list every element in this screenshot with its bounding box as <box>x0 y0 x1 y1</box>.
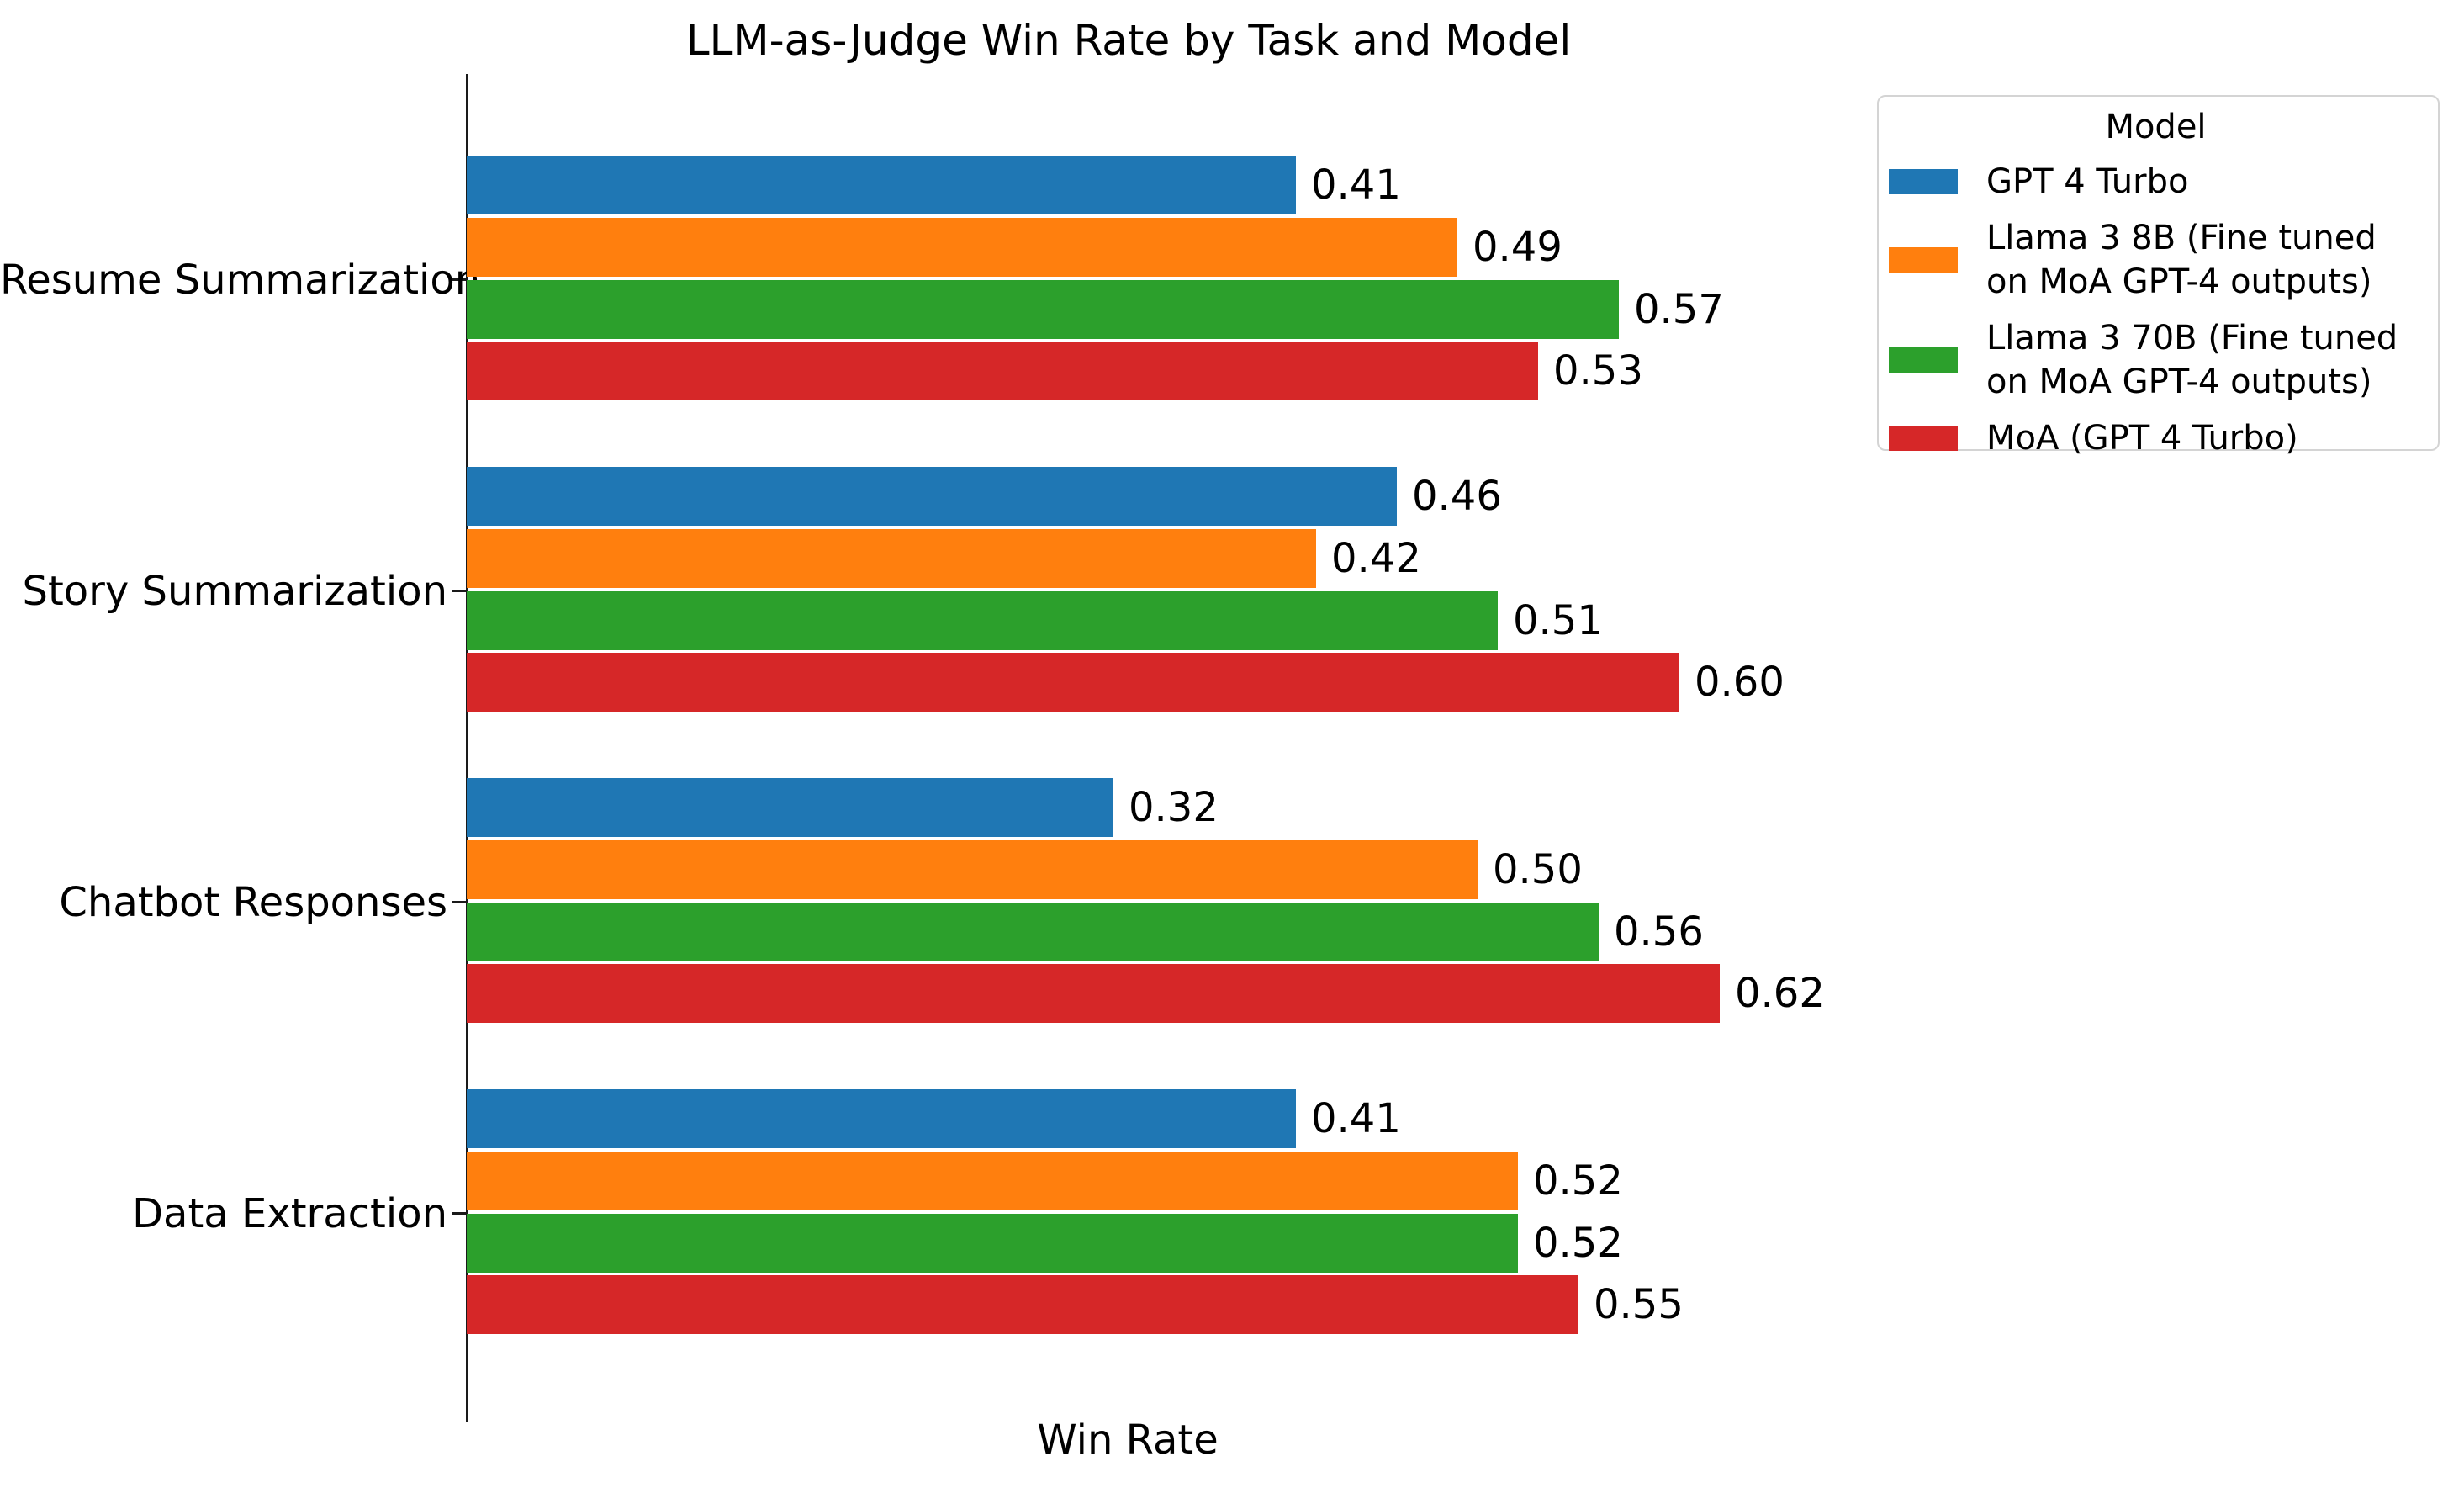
bar <box>467 467 1397 526</box>
legend-item-label: Llama 3 70B (Fine tuned on MoA GPT-4 out… <box>1986 319 2398 401</box>
chart-title: LLM-as-Judge Win Rate by Task and Model <box>685 16 1572 65</box>
bar-value-label: 0.62 <box>1735 970 1825 1017</box>
bar <box>467 903 1599 961</box>
legend-item: Llama 3 70B (Fine tuned on MoA GPT-4 out… <box>1889 316 2423 404</box>
y-tick <box>452 1212 466 1215</box>
bar <box>467 840 1478 899</box>
bar <box>467 964 1720 1023</box>
bar <box>467 280 1619 339</box>
y-tick-label: Chatbot Responses <box>59 879 447 926</box>
bar-value-label: 0.55 <box>1594 1281 1684 1328</box>
bar <box>467 156 1296 214</box>
y-tick-label: Resume Summarization <box>0 257 481 304</box>
legend-item-label: MoA (GPT 4 Turbo) <box>1986 419 2298 458</box>
bar-value-label: 0.51 <box>1513 597 1603 644</box>
bar-value-label: 0.52 <box>1533 1220 1623 1267</box>
y-tick <box>452 590 466 592</box>
bar-value-label: 0.49 <box>1473 224 1562 271</box>
x-axis-label: Win Rate <box>1037 1417 1219 1464</box>
bar <box>467 778 1113 837</box>
bar-value-label: 0.46 <box>1412 473 1502 520</box>
bar-value-label: 0.53 <box>1553 347 1643 395</box>
y-tick-label: Story Summarization <box>22 568 448 615</box>
bar <box>467 218 1457 277</box>
legend: Model GPT 4 Turbo Llama 3 8B (Fine tuned … <box>1877 95 2440 458</box>
bar-value-label: 0.32 <box>1129 784 1219 831</box>
legend-item: GPT 4 Turbo <box>1889 160 2423 204</box>
bar <box>467 529 1316 588</box>
bar <box>467 1089 1296 1148</box>
y-axis-spine <box>466 74 468 1422</box>
bar-value-label: 0.56 <box>1614 908 1704 956</box>
bar <box>467 1214 1518 1273</box>
bar-value-label: 0.60 <box>1695 659 1785 706</box>
bar-value-label: 0.41 <box>1311 1095 1401 1142</box>
legend-item: Llama 3 8B (Fine tuned on MoA GPT-4 outp… <box>1889 216 2423 304</box>
bar-value-label: 0.57 <box>1634 286 1724 333</box>
bar-value-label: 0.52 <box>1533 1157 1623 1205</box>
bar <box>467 591 1498 650</box>
legend-swatch <box>1889 347 1958 373</box>
legend-item-label: GPT 4 Turbo <box>1986 162 2189 201</box>
legend-title: Model <box>2105 108 2207 146</box>
y-tick <box>452 901 466 903</box>
bar-value-label: 0.42 <box>1331 535 1421 582</box>
bar <box>467 1275 1578 1334</box>
legend-item: MoA (GPT 4 Turbo) <box>1889 416 2423 460</box>
bar <box>467 342 1538 400</box>
legend-item-label: Llama 3 8B (Fine tuned on MoA GPT-4 outp… <box>1986 219 2377 301</box>
bar-value-label: 0.41 <box>1311 162 1401 209</box>
bar-value-label: 0.50 <box>1493 846 1583 893</box>
legend-swatch <box>1889 247 1958 273</box>
y-tick-label: Data Extraction <box>132 1190 447 1237</box>
y-tick <box>452 278 466 281</box>
bar <box>467 1152 1518 1210</box>
legend-swatch <box>1889 169 1958 194</box>
bar <box>467 653 1679 712</box>
legend-swatch <box>1889 426 1958 451</box>
